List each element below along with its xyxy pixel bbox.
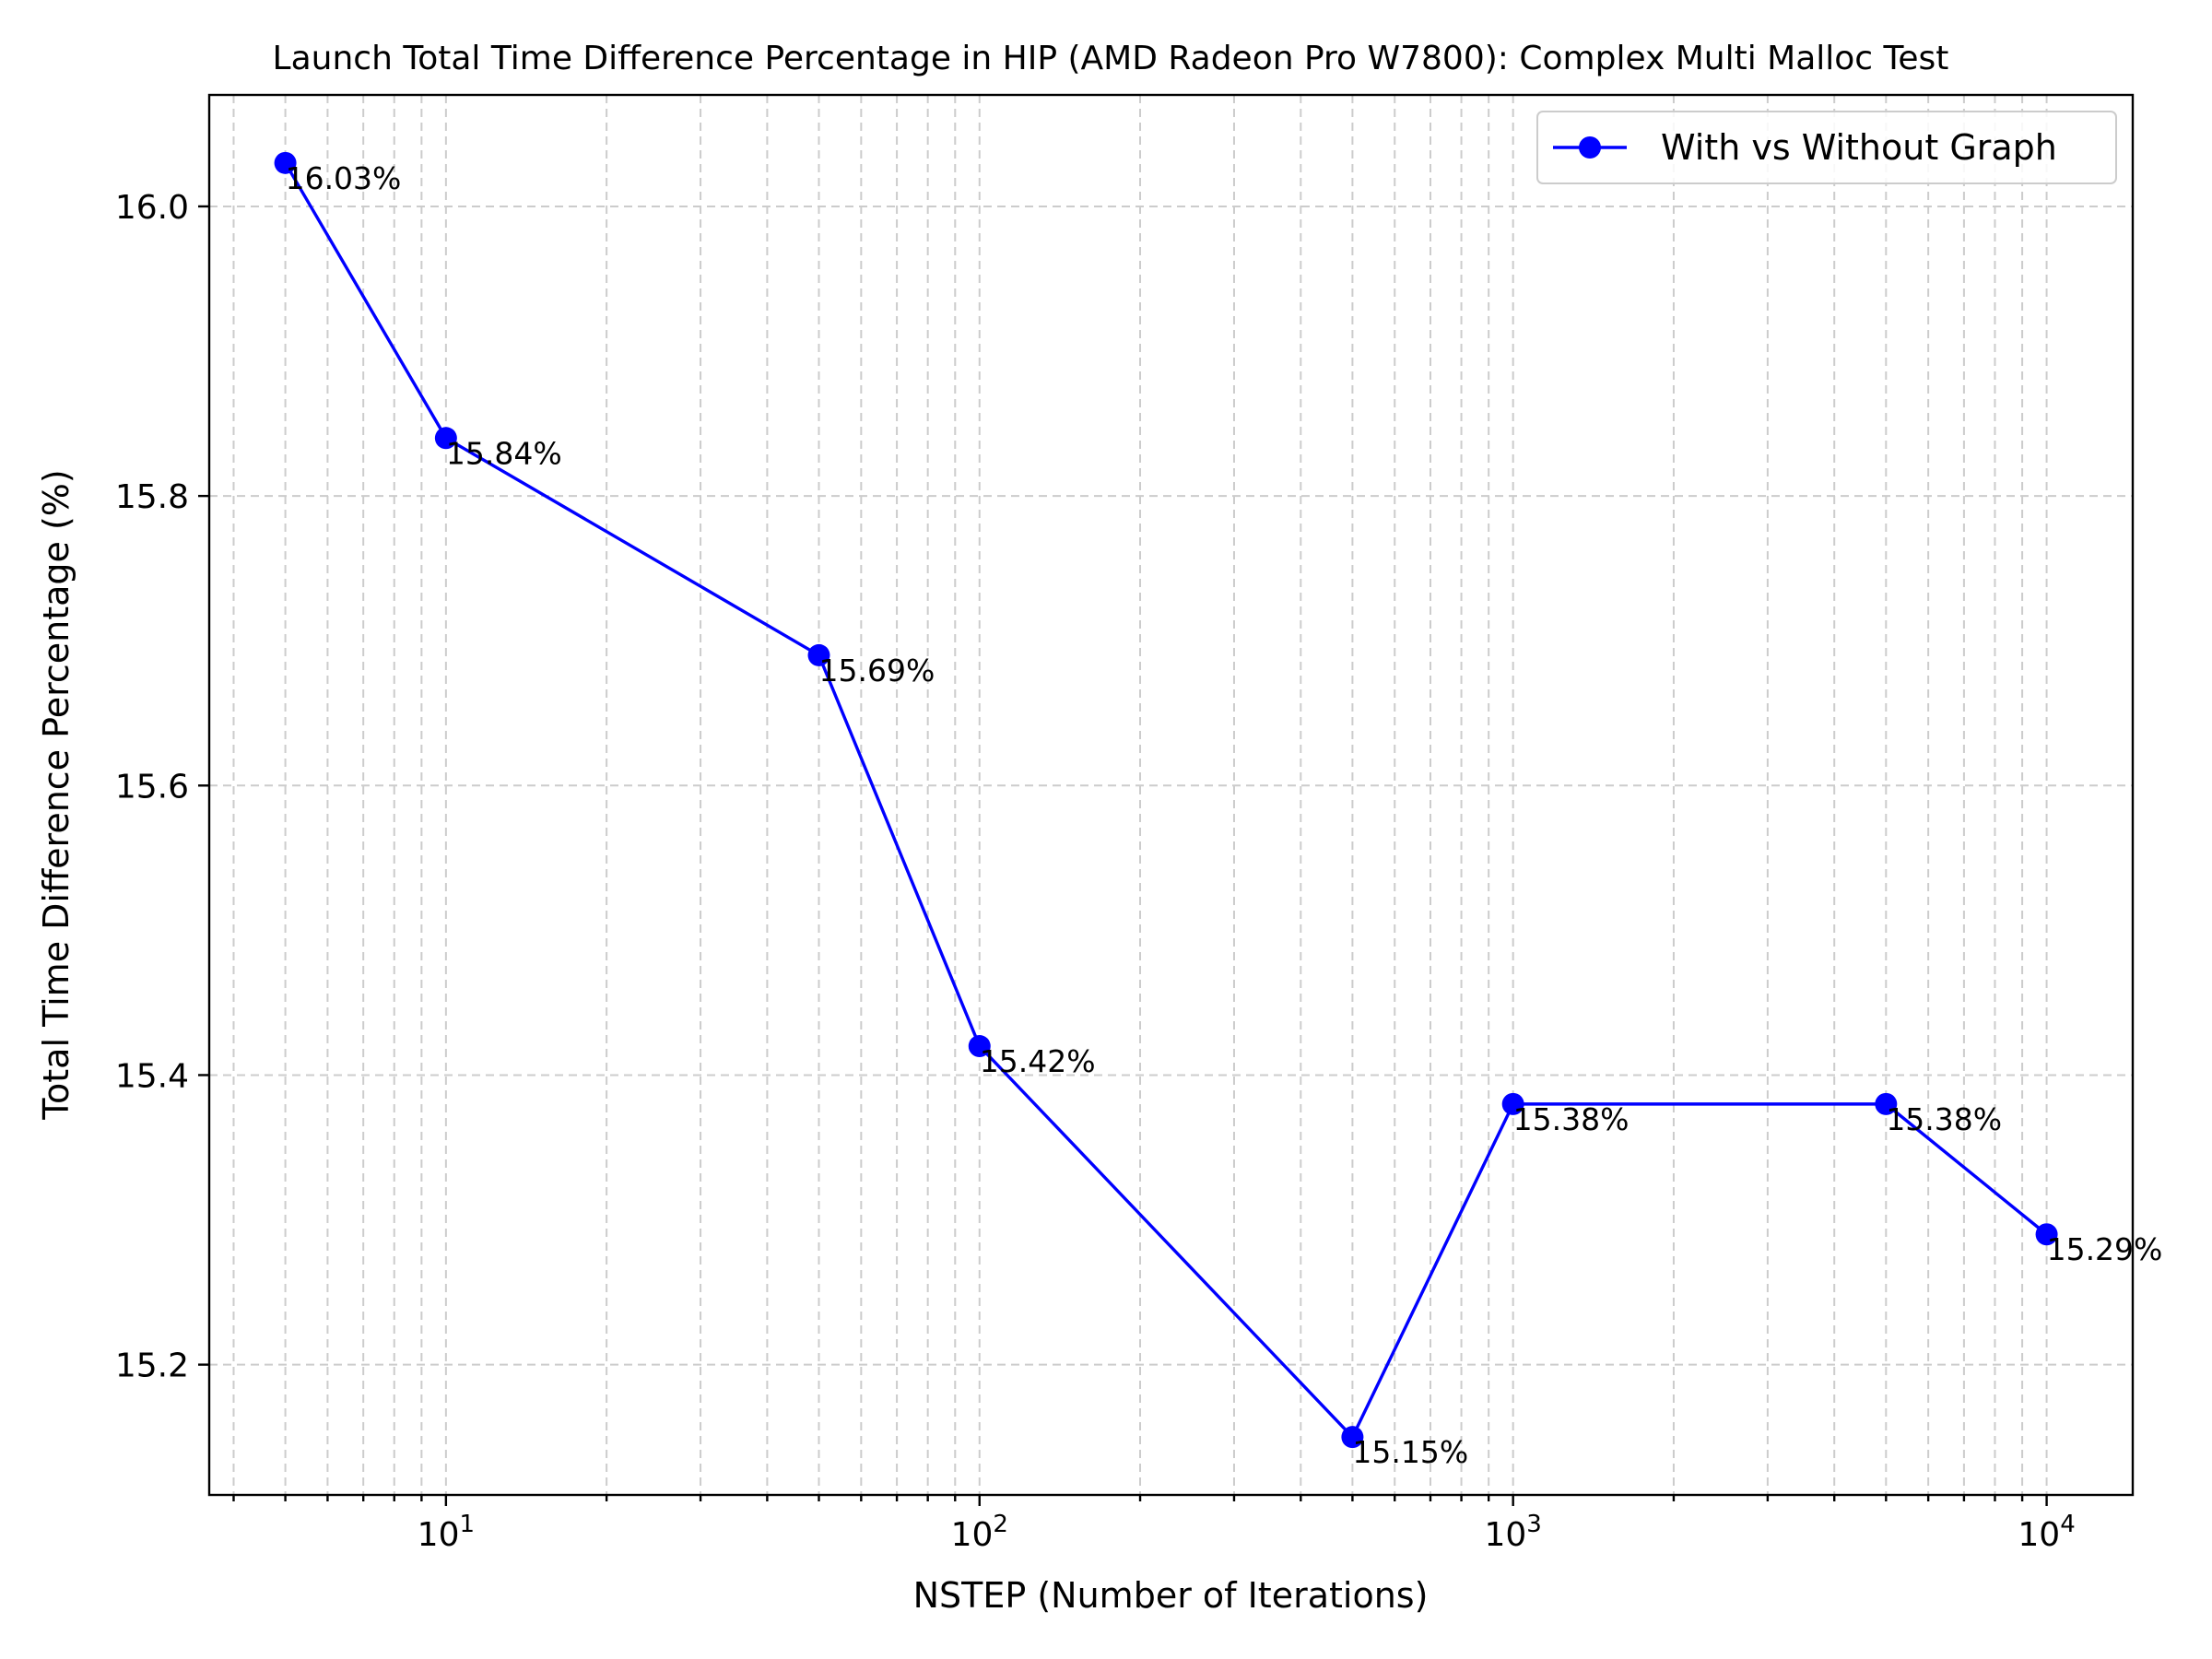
legend-marker-swatch xyxy=(1579,136,1601,159)
y-tick-label: 15.4 xyxy=(115,1057,189,1095)
legend-entry-label: With vs Without Graph xyxy=(1661,127,2057,168)
y-tick-label: 15.6 xyxy=(115,768,189,806)
data-point-label: 15.38% xyxy=(1886,1101,2002,1137)
y-tick-label: 16.0 xyxy=(115,189,189,227)
y-tick-label: 15.2 xyxy=(115,1347,189,1385)
data-point-label: 15.42% xyxy=(980,1043,1096,1079)
data-point xyxy=(1875,1092,1898,1115)
data-point xyxy=(1501,1092,1524,1115)
x-tick-label: 101 xyxy=(418,1511,475,1554)
data-point-label: 15.15% xyxy=(1352,1434,1468,1470)
plot-area-frame xyxy=(207,93,2135,1497)
data-point-label: 15.69% xyxy=(818,653,935,688)
x-axis-label: NSTEP (Number of Iterations) xyxy=(913,1575,1429,1616)
data-point-label: 15.84% xyxy=(446,435,562,471)
data-point xyxy=(1341,1426,1364,1449)
y-tick-label: 15.8 xyxy=(115,478,189,516)
axis-ticks: 15.2 15.4 15.6 15.8 16.0 101 102 103 104 xyxy=(115,189,2076,1554)
legend-box xyxy=(1536,111,2117,184)
chart-title: Launch Total Time Difference Percentage … xyxy=(273,40,1949,77)
data-point-label: 16.03% xyxy=(286,160,402,196)
data-point-label: 15.29% xyxy=(2047,1231,2163,1267)
series-layer xyxy=(274,151,2058,1449)
x-tick-label: 103 xyxy=(1484,1511,1541,1554)
data-point xyxy=(274,151,297,174)
x-tick-label: 104 xyxy=(2018,1511,2075,1554)
data-point xyxy=(968,1035,991,1058)
data-point xyxy=(807,643,830,666)
legend: With vs Without Graph xyxy=(1536,111,2117,184)
y-axis-label: Total Time Difference Percentage (%) xyxy=(36,469,76,1121)
data-point xyxy=(434,427,457,450)
data-point-label: 15.38% xyxy=(1513,1101,1630,1137)
series-line xyxy=(284,161,2048,1439)
data-point xyxy=(2035,1223,2058,1246)
data-labels: 16.03% 15.84% 15.69% 15.42% 15.15% 15.38% 15.3… xyxy=(286,160,2163,1470)
grid-lines xyxy=(209,95,2133,1495)
x-tick-label: 102 xyxy=(951,1511,1008,1554)
